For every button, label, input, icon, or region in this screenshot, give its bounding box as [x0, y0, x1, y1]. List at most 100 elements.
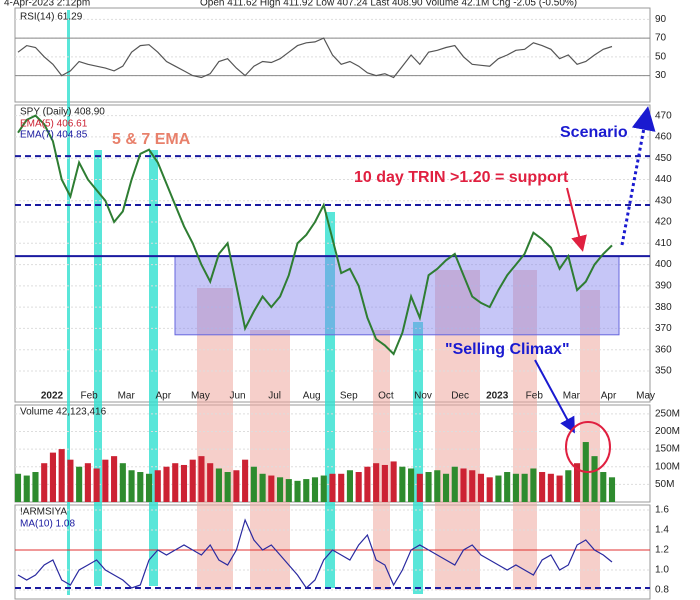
volume-bar: [320, 475, 327, 502]
x-tick-label: Jul: [268, 391, 281, 402]
volume-bar: [574, 463, 581, 502]
y-tick-label: 380: [655, 302, 672, 313]
cyan-band: [413, 322, 423, 594]
volume-bar: [294, 480, 301, 502]
red-band: [250, 330, 290, 590]
y-tick-label: 470: [655, 110, 672, 121]
volume-bar: [399, 466, 406, 502]
y-tick-label: 1.0: [655, 565, 669, 576]
volume-bar: [600, 472, 607, 502]
panel-title: SPY (Daily) 408.90: [20, 107, 105, 118]
volume-bar: [172, 463, 179, 502]
red-band: [373, 330, 390, 590]
x-tick-label: Aug: [303, 391, 321, 402]
volume-bar: [32, 472, 39, 502]
marks: 30 50 70 90 RSI(14) 61.29 350 360 370 380 390 400 4…: [14, 12, 680, 596]
volume-bar: [180, 464, 188, 502]
volume-bar: [137, 472, 144, 502]
volume-bar: [76, 466, 83, 502]
x-tick-label: Sep: [340, 391, 358, 402]
volume-bar: [49, 452, 56, 502]
volume-bar: [512, 473, 519, 502]
x-tick-label: 2022: [41, 391, 64, 402]
volume-bar: [277, 477, 284, 502]
volume-bar: [346, 470, 353, 502]
volume-bar: [434, 470, 441, 502]
x-tick-label: Apr: [601, 391, 617, 402]
scenario-arrow: [620, 106, 656, 246]
volume-bar: [521, 473, 528, 502]
volume-bar: [84, 463, 91, 502]
header-date: 4-Apr-2023 2:12pm: [4, 0, 90, 9]
y-tick-label: 390: [655, 281, 672, 292]
y-tick-label: 1.2: [655, 545, 669, 556]
cyan-band: [67, 10, 70, 595]
y-tick-label: 1.4: [655, 525, 669, 536]
volume-bar: [224, 472, 231, 502]
volume-bar: [311, 477, 319, 502]
y-tick-label: 450: [655, 153, 672, 164]
panel-subtitle: MA(10) 1.08: [20, 519, 75, 530]
panel-title: RSI(14) 61.29: [20, 12, 83, 23]
volume-bar: [556, 475, 563, 502]
volume-bar: [154, 470, 161, 502]
volume-bar: [442, 473, 450, 502]
volume-bar: [189, 459, 196, 502]
highlight-bands: [197, 270, 600, 590]
cyan-band: [149, 150, 158, 586]
y-tick-label: 250M: [655, 408, 680, 419]
volume-bar: [303, 479, 310, 502]
circle: [565, 421, 611, 473]
cyan-band: [325, 212, 335, 588]
volume-bar: [233, 470, 240, 502]
volume-bar: [373, 463, 380, 502]
volume-bar: [565, 470, 572, 502]
volume-bar: [451, 466, 458, 502]
annotation: 5 & 7 EMA: [112, 131, 191, 148]
volume-bar: [128, 470, 135, 502]
volume-bar: [364, 466, 371, 502]
y-tick-label: 50M: [655, 479, 674, 490]
y-tick-label: 70: [655, 33, 667, 44]
volume-bar: [469, 470, 476, 502]
y-tick-label: 0.8: [655, 585, 669, 596]
annotation: Scenario: [560, 124, 628, 141]
annotation: 10 day TRIN >1.20 = support: [354, 169, 569, 186]
volume-bar: [285, 479, 292, 502]
volume-bar: [250, 466, 257, 502]
volume-bar: [477, 473, 485, 502]
volume-bar: [102, 459, 109, 502]
x-tick-label: 2023: [486, 391, 509, 402]
volume-bar: [41, 463, 48, 502]
volume-bar: [547, 473, 554, 502]
x-tick-label: Jun: [229, 391, 245, 402]
volume-bar: [539, 472, 546, 502]
y-tick-label: 430: [655, 195, 672, 206]
volume-bar: [355, 472, 362, 502]
x-tick-label: Dec: [451, 391, 469, 402]
volume-bar: [495, 475, 502, 502]
volume-bar: [416, 473, 423, 502]
volume-bar: [460, 468, 467, 502]
volume-bar: [390, 461, 397, 502]
x-tick-label: Nov: [414, 391, 432, 402]
red-band: [435, 270, 480, 590]
y-tick-label: 150M: [655, 444, 680, 455]
red-band: [197, 288, 233, 590]
volume-bar: [259, 473, 266, 502]
volume-bar: [14, 473, 22, 502]
volume-bar: [338, 473, 345, 502]
y-tick-label: 420: [655, 217, 672, 228]
volume-bar: [381, 464, 388, 502]
arrow: [566, 187, 587, 252]
volume-bar: [23, 475, 30, 502]
annotation: "Selling Climax": [445, 341, 570, 358]
x-tick-label: Feb: [80, 391, 98, 402]
panel-title: Volume 42,123,416: [20, 407, 107, 418]
x-tick-label: Feb: [526, 391, 544, 402]
volume-bar: [591, 456, 598, 502]
volume-bar: [215, 468, 222, 502]
y-tick-label: 350: [655, 366, 672, 377]
volume-bar: [93, 468, 100, 502]
y-tick-label: 400: [655, 259, 672, 270]
